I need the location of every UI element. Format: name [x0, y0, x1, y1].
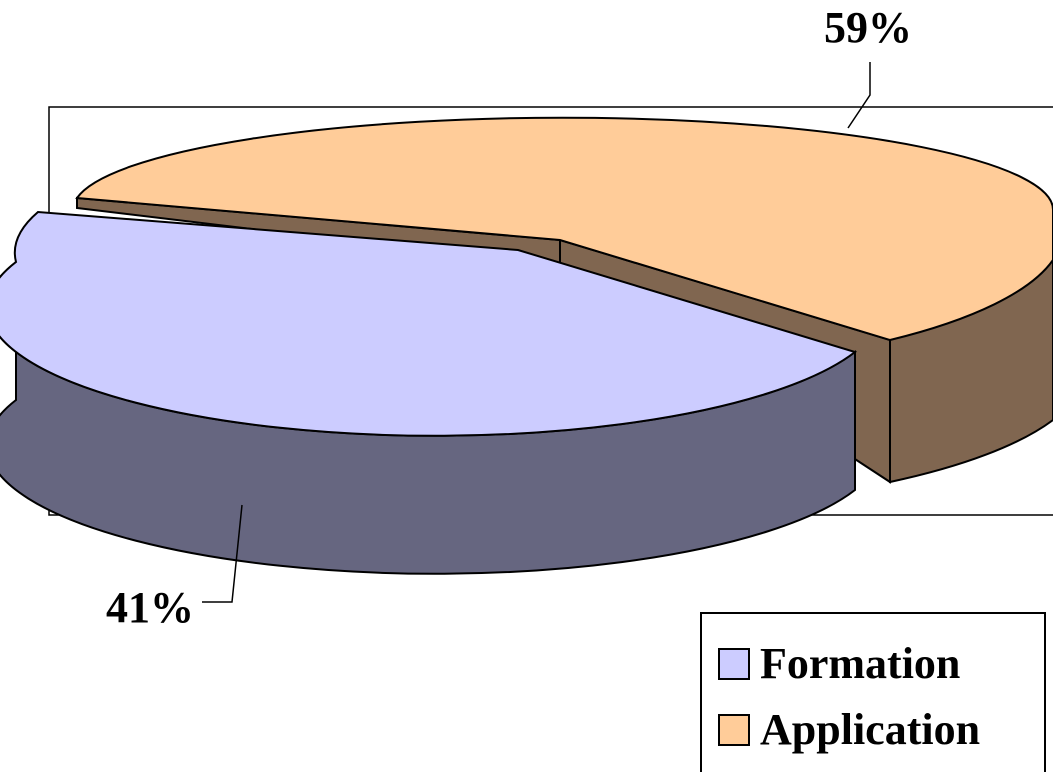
legend-label-formation: Formation	[760, 639, 961, 688]
slice-application-top	[75, 116, 1053, 342]
legend-swatch-application	[718, 714, 750, 746]
legend-item-application: Application	[718, 708, 980, 752]
slice-formation-top	[0, 210, 858, 437]
legend-label-application: Application	[760, 705, 981, 754]
data-label-formation: 41%	[106, 583, 194, 632]
legend-swatch-formation	[718, 648, 750, 680]
leader-line-formation	[202, 504, 243, 603]
slice-formation	[0, 210, 858, 575]
legend-item-formation: Formation	[718, 642, 960, 686]
leader-line-application	[847, 62, 871, 129]
data-label-application: 59%	[824, 3, 912, 52]
legend: Formation Application	[700, 612, 1046, 772]
slice-application-side	[889, 258, 1053, 484]
